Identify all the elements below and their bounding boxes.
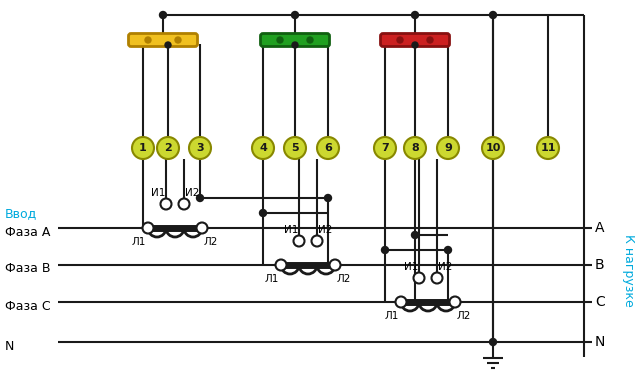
- Circle shape: [292, 42, 298, 48]
- Text: К нагрузке: К нагрузке: [621, 234, 635, 307]
- Circle shape: [427, 37, 433, 43]
- Text: 6: 6: [324, 143, 332, 153]
- Circle shape: [165, 42, 171, 48]
- Text: 8: 8: [411, 143, 419, 153]
- Circle shape: [412, 12, 419, 19]
- Text: N: N: [5, 340, 15, 353]
- Text: Фаза C: Фаза C: [5, 300, 50, 312]
- Text: 9: 9: [444, 143, 452, 153]
- Circle shape: [311, 236, 322, 246]
- Text: 7: 7: [381, 143, 389, 153]
- Circle shape: [412, 232, 419, 239]
- Circle shape: [412, 42, 418, 48]
- Circle shape: [260, 210, 267, 217]
- FancyBboxPatch shape: [380, 33, 450, 47]
- Text: B: B: [595, 258, 605, 272]
- Text: И1: И1: [151, 188, 165, 198]
- Text: Л2: Л2: [337, 274, 352, 284]
- Circle shape: [325, 194, 332, 201]
- Text: C: C: [595, 295, 605, 309]
- Text: Ввод: Ввод: [5, 208, 37, 220]
- Circle shape: [284, 137, 306, 159]
- Circle shape: [142, 222, 154, 234]
- Circle shape: [277, 37, 283, 43]
- Circle shape: [160, 12, 167, 19]
- Circle shape: [175, 37, 181, 43]
- Text: Фаза B: Фаза B: [5, 263, 50, 275]
- FancyBboxPatch shape: [128, 33, 198, 47]
- Text: A: A: [595, 221, 604, 235]
- Circle shape: [145, 37, 151, 43]
- Circle shape: [292, 12, 299, 19]
- Text: 3: 3: [197, 143, 204, 153]
- Text: И2: И2: [318, 225, 332, 235]
- Text: N: N: [595, 335, 605, 349]
- Text: Фаза A: Фаза A: [5, 225, 50, 239]
- Text: 10: 10: [486, 143, 501, 153]
- Circle shape: [382, 246, 389, 253]
- Text: 2: 2: [164, 143, 172, 153]
- Text: Л1: Л1: [131, 237, 146, 247]
- Circle shape: [132, 137, 154, 159]
- Text: 11: 11: [540, 143, 556, 153]
- Text: 4: 4: [259, 143, 267, 153]
- Circle shape: [161, 199, 172, 210]
- Text: 1: 1: [139, 143, 147, 153]
- Text: 5: 5: [291, 143, 299, 153]
- Text: Л2: Л2: [204, 237, 218, 247]
- Circle shape: [276, 260, 286, 270]
- Circle shape: [189, 137, 211, 159]
- Circle shape: [431, 272, 443, 284]
- Circle shape: [404, 137, 426, 159]
- Circle shape: [537, 137, 559, 159]
- Circle shape: [413, 272, 424, 284]
- Circle shape: [252, 137, 274, 159]
- Circle shape: [397, 37, 403, 43]
- Text: И2: И2: [438, 262, 452, 272]
- Circle shape: [445, 246, 452, 253]
- Circle shape: [482, 137, 504, 159]
- Circle shape: [307, 37, 313, 43]
- Circle shape: [329, 260, 341, 270]
- Text: И2: И2: [185, 188, 199, 198]
- Circle shape: [489, 338, 496, 345]
- Circle shape: [197, 194, 204, 201]
- Circle shape: [489, 12, 496, 19]
- Circle shape: [293, 236, 304, 246]
- Text: И1: И1: [284, 225, 298, 235]
- FancyBboxPatch shape: [260, 33, 329, 47]
- Text: Л1: Л1: [265, 274, 279, 284]
- Circle shape: [396, 296, 406, 308]
- Circle shape: [317, 137, 339, 159]
- Circle shape: [374, 137, 396, 159]
- Text: И1: И1: [404, 262, 418, 272]
- Circle shape: [450, 296, 461, 308]
- Circle shape: [437, 137, 459, 159]
- Text: Л2: Л2: [457, 311, 471, 321]
- Circle shape: [157, 137, 179, 159]
- Circle shape: [179, 199, 189, 210]
- Text: Л1: Л1: [385, 311, 399, 321]
- Circle shape: [197, 222, 207, 234]
